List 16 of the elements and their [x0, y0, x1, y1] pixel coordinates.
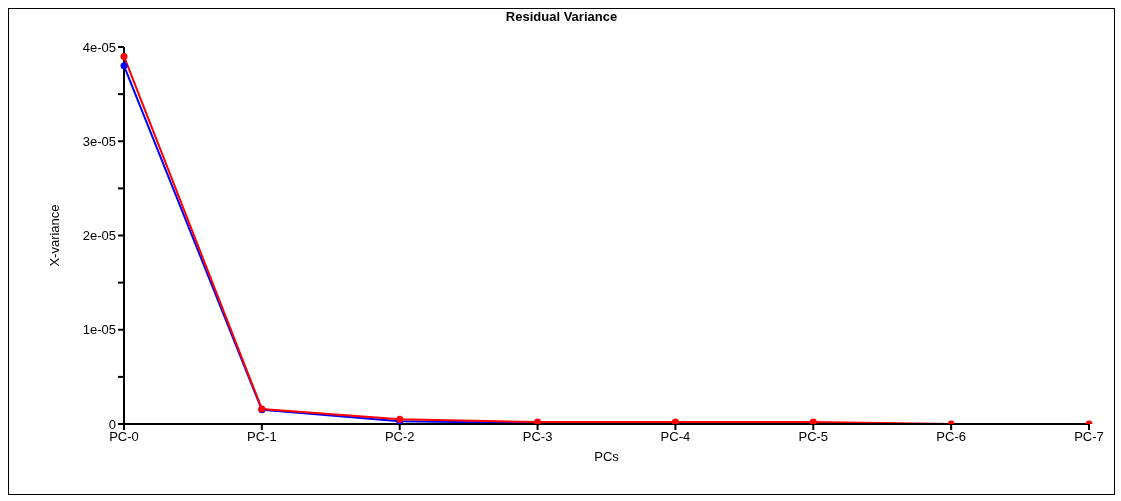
x-tick-label: PC-4 — [660, 429, 691, 445]
x-tick-label: PC-0 — [109, 429, 139, 445]
x-axis-title: PCs — [594, 449, 620, 464]
y-tick-label: 4e-05 — [82, 39, 116, 55]
y-tick-label: 3e-05 — [82, 133, 116, 149]
y-tick-label: 1e-05 — [82, 322, 116, 338]
x-tick-label: PC-5 — [798, 429, 829, 445]
x-tick-label: PC-7 — [1074, 429, 1104, 445]
x-tick-label: PC-3 — [522, 429, 553, 445]
y-tick-label: 0 — [108, 416, 116, 432]
y-tick-label: 2e-05 — [82, 228, 116, 244]
x-tick-label: PC-1 — [247, 429, 277, 445]
x-tick-label: PC-2 — [384, 429, 415, 445]
y-axis-title: X-variance — [46, 204, 62, 267]
x-tick-label: PC-6 — [936, 429, 966, 445]
chart-title: Residual Variance — [504, 9, 619, 24]
